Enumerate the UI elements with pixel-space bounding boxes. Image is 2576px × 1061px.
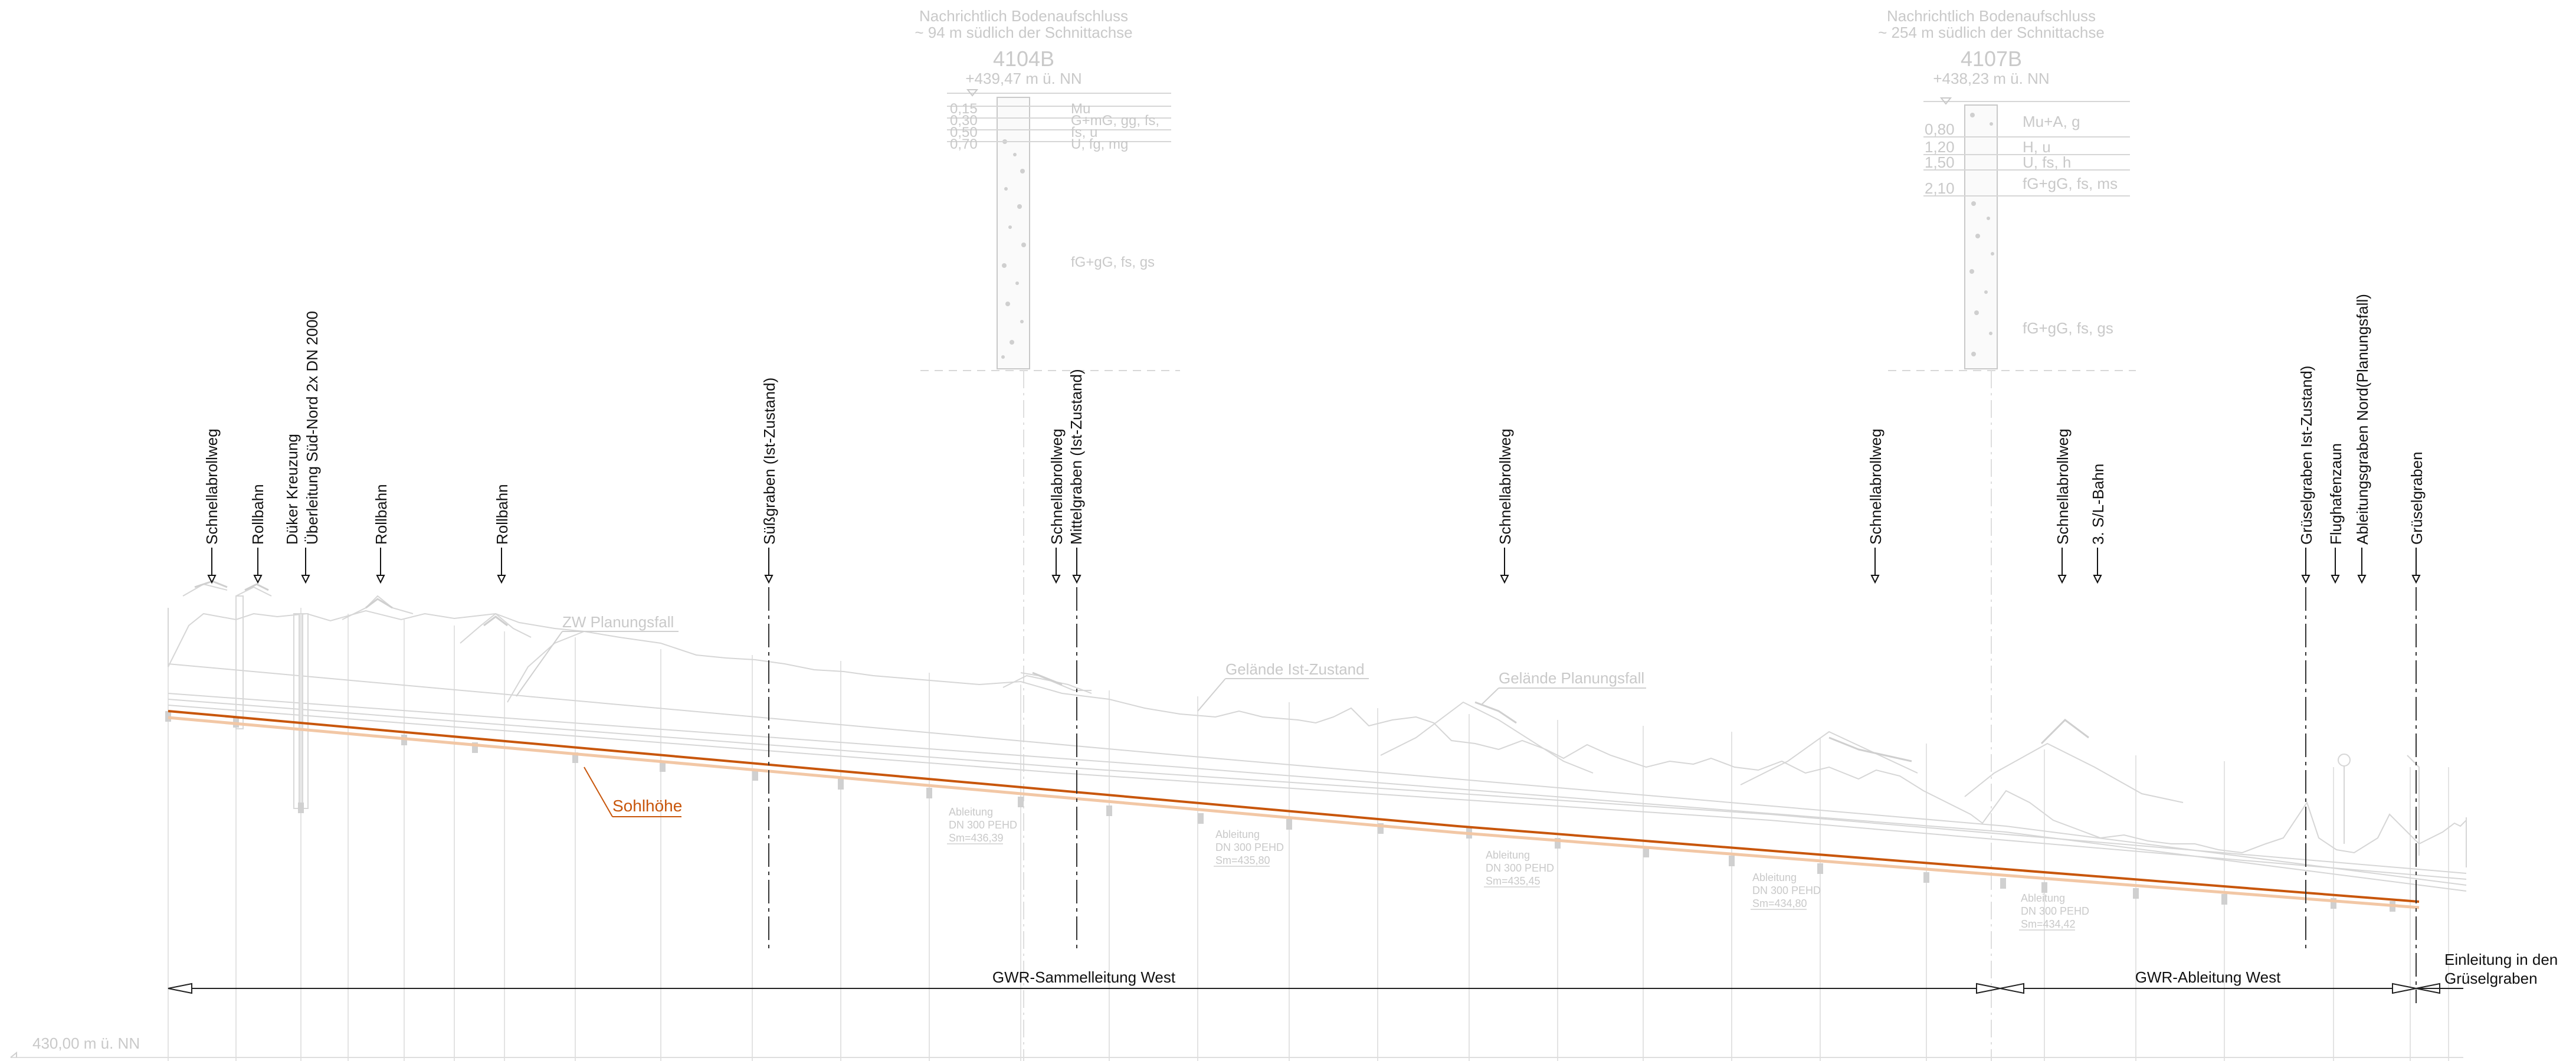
svg-text:Sm=434,42: Sm=434,42	[2021, 918, 2076, 930]
borehole-elevation: +439,47 m ü. NN	[965, 70, 1081, 87]
layer-desc: U, fg, mg	[1071, 136, 1128, 152]
section-label-ableitung: GWR-Ableitung West	[2135, 968, 2281, 986]
svg-text:Sm=434,80: Sm=434,80	[1752, 898, 1807, 909]
layer-depth: 2,10	[1925, 179, 1955, 197]
svg-text:Ableitung: Ableitung	[2021, 892, 2065, 904]
layer-desc-bottom: fG+gG, fs, gs	[2023, 319, 2113, 337]
crossing-label: 3. S/L-Bahn	[2089, 464, 2107, 545]
label-sohlhoehe: Sohlhöhe	[612, 797, 682, 815]
layer-desc: U, fs, h	[2023, 153, 2071, 171]
label-gelaende-ist: Gelände Ist-Zustand	[1225, 660, 1365, 678]
borehole-4107b: Nachrichtlich Bodenaufschluss ~ 254 m sü…	[1878, 7, 2136, 371]
layer-depth: 0,30	[950, 113, 978, 129]
terrain-lines	[168, 580, 2467, 892]
svg-text:DN 300 PEHD: DN 300 PEHD	[2021, 905, 2089, 917]
pipe-note: Ableitung DN 300 PEHD Sm=435,80	[1214, 829, 1284, 867]
label-gelaende-planungsfall: Gelände Planungsfall	[1499, 669, 1644, 687]
layer-depth: 1,20	[1925, 138, 1955, 156]
layer-desc: Mu	[1071, 101, 1090, 117]
layer-desc-bottom: fG+gG, fs, gs	[1071, 254, 1155, 270]
crossing-label: Schnellabrollweg	[1048, 428, 1066, 545]
layer-desc: fG+gG, fs, ms	[2023, 175, 2118, 192]
borehole-note-line2: ~ 94 m südlich der Schnittachse	[915, 24, 1132, 41]
pipe-note: Ableitung DN 300 PEHD Sm=435,45	[1484, 849, 1554, 888]
pipe-note: Ableitung DN 300 PEHD Sm=434,42	[2019, 892, 2089, 931]
pipe-notes: Ableitung DN 300 PEHD Sm=436,39 Ableitun…	[947, 806, 2089, 931]
crossing-label-2: Überleitung Süd-Nord 2x DN 2000	[303, 311, 321, 545]
svg-text:Sm=435,80: Sm=435,80	[1215, 854, 1270, 866]
crossing-label: Rollbahn	[249, 484, 267, 545]
borehole-id: 4107B	[1961, 47, 2022, 71]
crossing-label: Grüselgraben	[2408, 451, 2426, 545]
crossing-label: Rollbahn	[372, 484, 390, 545]
svg-text:DN 300 PEHD: DN 300 PEHD	[1486, 862, 1554, 874]
crossing-label: Schnellabrollweg	[1867, 428, 1885, 545]
section-label-sammelleitung: GWR-Sammelleitung West	[992, 968, 1176, 986]
layer-desc: H, u	[2023, 138, 2051, 156]
crossing-label: Schnellabrollweg	[2054, 428, 2072, 545]
layer-depth: 0,50	[950, 125, 978, 140]
crossing-label-2: Mittelgraben (Ist-Zustand)	[1067, 369, 1085, 545]
svg-text:DN 300 PEHD: DN 300 PEHD	[1215, 841, 1284, 853]
layer-depth: 0,70	[950, 136, 978, 152]
svg-text:DN 300 PEHD: DN 300 PEHD	[1752, 885, 1821, 896]
svg-text:Ableitung: Ableitung	[1486, 849, 1530, 861]
crossing-label: Schnellabrollweg	[1496, 428, 1514, 545]
borehole-note-line2: ~ 254 m südlich der Schnittachse	[1878, 24, 2105, 41]
section-dimensions: GWR-Sammelleitung West GWR-Ableitung Wes…	[168, 951, 2558, 994]
layer-desc: G+mG, gg, fs,	[1071, 113, 1159, 129]
svg-text:Ableitung: Ableitung	[949, 806, 993, 818]
layer-depth: 0,15	[950, 101, 978, 117]
crossing-label: Grüselgraben Ist-Zustand)	[2298, 366, 2315, 545]
datum-reference: 430,00 m ü. NN	[10, 1034, 2463, 1058]
svg-text:Ableitung: Ableitung	[1752, 872, 1797, 883]
borehole-column	[1964, 104, 1998, 369]
crossing-label: Ableitungsgraben Nord(Planungsfall)	[2354, 294, 2371, 545]
svg-text:DN 300 PEHD: DN 300 PEHD	[949, 819, 1017, 831]
crossing-label: Rollbahn	[493, 484, 511, 545]
borehole-4104b: Nachrichtlich Bodenaufschluss ~ 94 m süd…	[915, 7, 1180, 371]
svg-text:Sm=435,45: Sm=435,45	[1486, 875, 1541, 887]
pipe-note: Ableitung DN 300 PEHD Sm=436,39	[947, 806, 1017, 844]
crossing-label: Schnellabrollweg	[203, 428, 221, 545]
svg-text:Ableitung: Ableitung	[1215, 829, 1260, 840]
borehole-elevation: +438,23 m ü. NN	[1933, 70, 2049, 87]
profile-labels: ZW Planungsfall Gelände Ist-Zustand Gelä…	[516, 613, 1646, 817]
einleitung-label-2: Grüselgraben	[2444, 970, 2538, 987]
borehole-note-line1: Nachrichtlich Bodenaufschluss	[919, 7, 1128, 25]
layer-desc: fs, u	[1071, 125, 1097, 140]
borehole-note-line1: Nachrichtlich Bodenaufschluss	[1887, 7, 2096, 25]
label-zw-planungsfall: ZW Planungsfall	[562, 613, 674, 631]
layer-depth: 0,80	[1925, 120, 1955, 138]
pipe-note: Ableitung DN 300 PEHD Sm=434,80	[1751, 872, 1821, 910]
svg-text:Sm=436,39: Sm=436,39	[949, 832, 1004, 844]
borehole-column	[997, 97, 1030, 369]
sohlhoehe-line	[168, 710, 2420, 909]
layer-depth: 1,50	[1925, 153, 1955, 171]
layer-desc: Mu+A, g	[2023, 113, 2080, 130]
crossings: Schnellabrollweg Rollbahn Düker Kreuzung…	[203, 294, 2426, 1003]
einleitung-label-1: Einleitung in den	[2444, 951, 2558, 968]
crossing-label: Süßgraben (Ist-Zustand)	[761, 378, 778, 545]
crossing-label: Düker Kreuzung	[283, 434, 301, 545]
borehole-id: 4104B	[993, 47, 1054, 71]
datum-label: 430,00 m ü. NN	[32, 1034, 140, 1052]
crossing-label: Flughafenzaun	[2327, 443, 2345, 545]
